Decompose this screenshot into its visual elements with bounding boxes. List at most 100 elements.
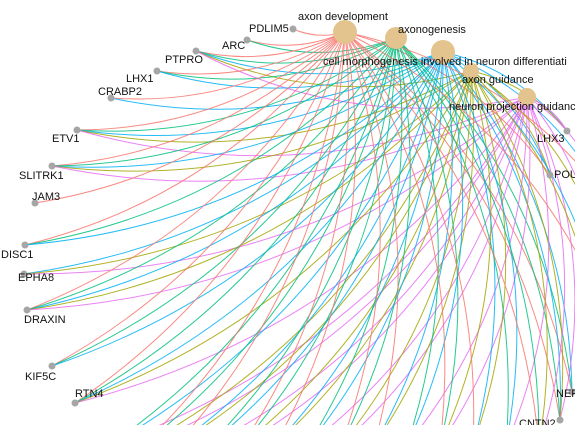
term-node [431, 40, 455, 64]
edge [350, 37, 411, 425]
edge [421, 96, 528, 425]
edge [76, 96, 528, 157]
edge [51, 51, 444, 168]
edge [227, 37, 397, 425]
gene-label: JAM3 [32, 191, 60, 203]
edge [344, 31, 575, 251]
edge [470, 70, 548, 425]
edge [51, 31, 346, 167]
gene-node [71, 399, 79, 407]
gene-node [556, 416, 564, 424]
edge [395, 37, 509, 425]
gene-node [153, 67, 161, 75]
gene-label: EPHA8 [18, 272, 54, 284]
gene-node [23, 306, 31, 314]
edge [470, 70, 575, 186]
gene-label: POU [554, 169, 575, 181]
edge [344, 31, 381, 425]
edge [344, 31, 399, 425]
edge [51, 37, 397, 367]
edge [136, 37, 397, 425]
gene-label: LHX1 [126, 73, 154, 85]
edge [141, 51, 444, 425]
edge [51, 96, 528, 182]
edge [442, 51, 496, 425]
gene-node [31, 199, 39, 207]
gene-node [546, 171, 554, 179]
gene-node [243, 36, 251, 44]
edges [23, 28, 575, 425]
gene-node [21, 241, 29, 249]
edge [26, 31, 346, 311]
gene-node [48, 362, 56, 370]
edge [319, 37, 403, 425]
edge [344, 31, 446, 425]
edge [384, 51, 453, 425]
edge [110, 31, 346, 100]
edge [442, 51, 573, 393]
edge [415, 51, 464, 425]
edge [195, 31, 346, 58]
edge [192, 31, 346, 425]
gene-node [192, 47, 200, 55]
edge [344, 31, 475, 425]
gene-node [20, 270, 28, 278]
edge [322, 51, 444, 425]
edge [257, 37, 397, 425]
edge [272, 96, 528, 425]
edge [195, 50, 528, 109]
gene-node [73, 126, 81, 134]
edge [156, 37, 397, 80]
edge [76, 31, 346, 131]
edge [355, 70, 472, 425]
edge [24, 37, 397, 246]
gene-label: ETV1 [52, 133, 80, 145]
edge [344, 31, 538, 425]
term-label: neuron projection guidanc [449, 101, 575, 113]
edge [395, 37, 573, 393]
edge [448, 70, 492, 425]
edge [344, 31, 573, 393]
term-label: axonogenesis [398, 24, 466, 36]
edge [158, 96, 528, 425]
edge [74, 31, 346, 404]
term-node [333, 20, 357, 44]
edge [285, 31, 356, 425]
edge [470, 70, 507, 425]
gene-node [48, 162, 56, 170]
gene-node [568, 388, 575, 396]
edge [23, 51, 444, 275]
edge [442, 51, 551, 176]
term-node [463, 63, 479, 79]
gene-label: KIF5C [25, 371, 56, 383]
edge [386, 70, 475, 425]
edge [395, 37, 439, 425]
gene-label: DRAXIN [24, 314, 66, 326]
edge [526, 96, 575, 177]
edge [395, 37, 459, 425]
edge [442, 51, 518, 425]
edge [395, 37, 540, 425]
gene-label: SLITRK1 [19, 170, 64, 182]
gene-label: ARC [222, 40, 245, 52]
edge [51, 31, 346, 367]
term-label: axon guidance [462, 74, 534, 86]
gene-label: CRABP2 [98, 86, 142, 98]
edge [254, 31, 349, 425]
nodes [20, 20, 575, 424]
edge [51, 37, 397, 167]
edge [186, 96, 528, 425]
gene-label: LHX3 [537, 133, 565, 145]
edge [156, 31, 346, 75]
edge [526, 96, 575, 143]
gene-node [289, 25, 297, 33]
edge [470, 70, 564, 421]
gene-label: NEF [556, 388, 575, 400]
edge [74, 37, 397, 404]
edge [246, 37, 397, 53]
edge [26, 70, 472, 311]
edge [526, 96, 566, 425]
edge [264, 70, 472, 425]
